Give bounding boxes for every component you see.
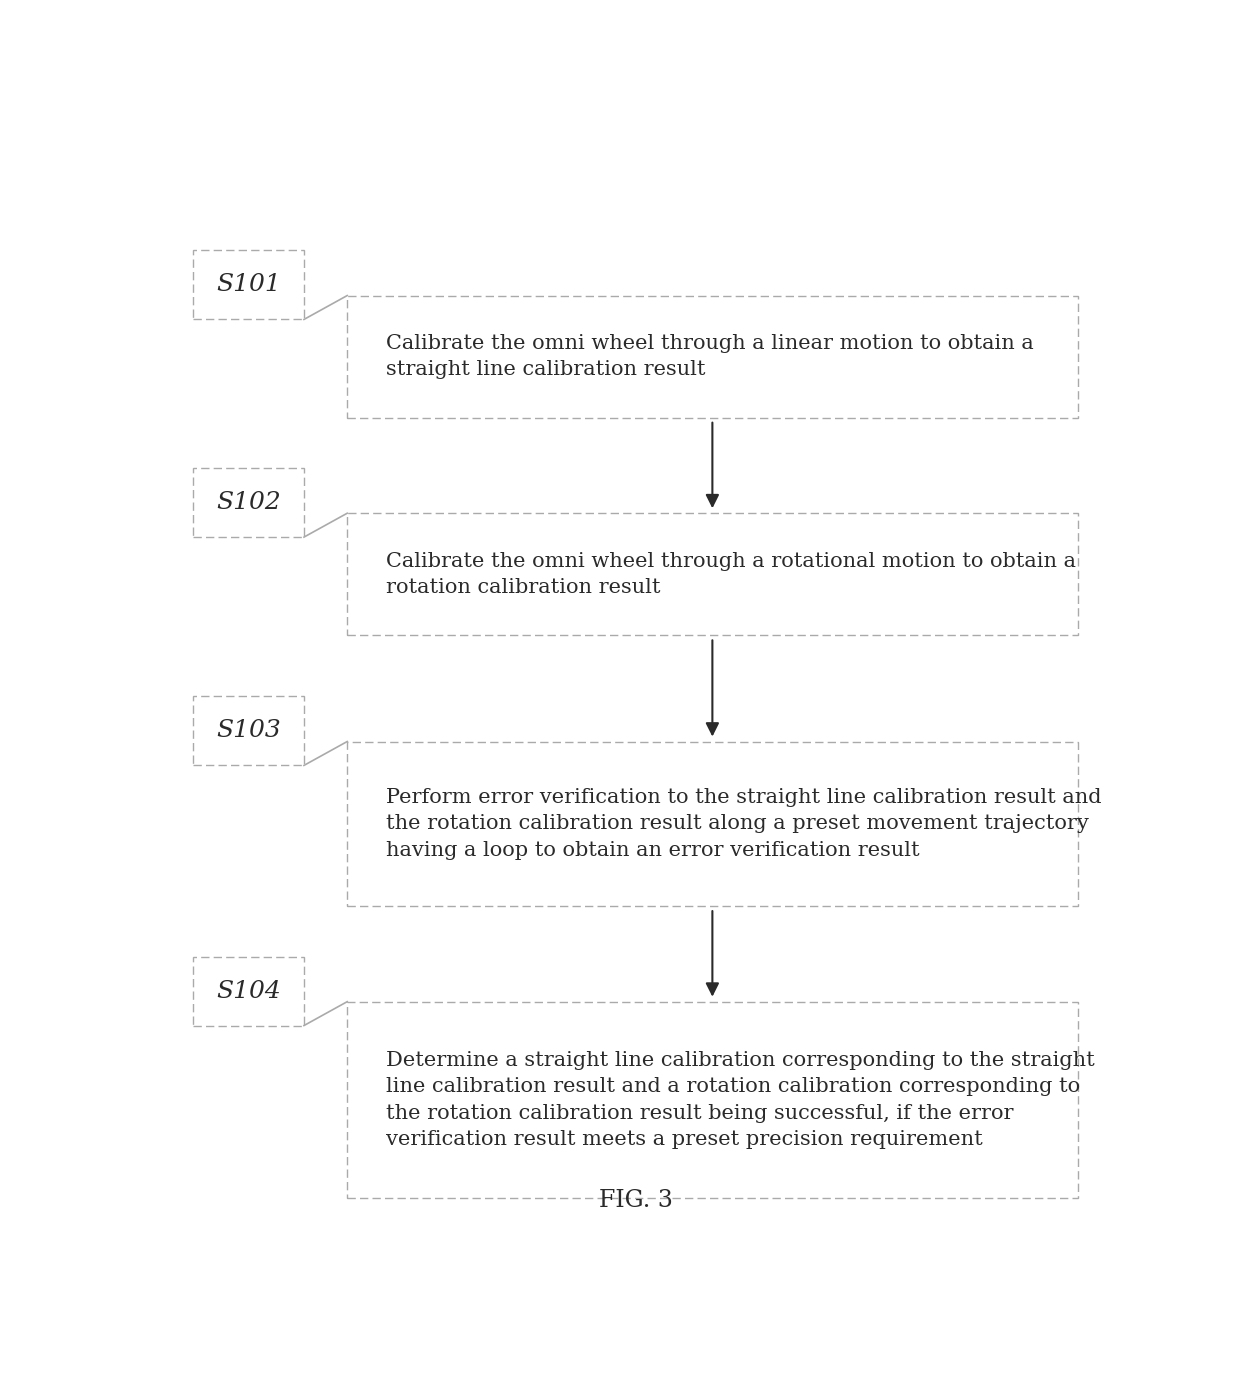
Bar: [193, 696, 304, 765]
Bar: [347, 513, 1078, 636]
Text: S102: S102: [216, 491, 281, 514]
Text: S103: S103: [216, 720, 281, 742]
Text: Perform error verification to the straight line calibration result and
the rotat: Perform error verification to the straig…: [386, 787, 1101, 860]
Bar: [347, 295, 1078, 418]
Bar: [193, 251, 304, 320]
Text: FIG. 3: FIG. 3: [599, 1189, 672, 1212]
Bar: [347, 742, 1078, 906]
Bar: [193, 467, 304, 538]
Text: Calibrate the omni wheel through a linear motion to obtain a
straight line calib: Calibrate the omni wheel through a linea…: [386, 334, 1033, 379]
Text: S104: S104: [216, 979, 281, 1003]
Bar: [193, 957, 304, 1026]
Text: Determine a straight line calibration corresponding to the straight
line calibra: Determine a straight line calibration co…: [386, 1051, 1095, 1149]
Bar: [347, 1001, 1078, 1198]
Text: Calibrate the omni wheel through a rotational motion to obtain a
rotation calibr: Calibrate the omni wheel through a rotat…: [386, 552, 1075, 597]
Text: S101: S101: [216, 273, 281, 296]
